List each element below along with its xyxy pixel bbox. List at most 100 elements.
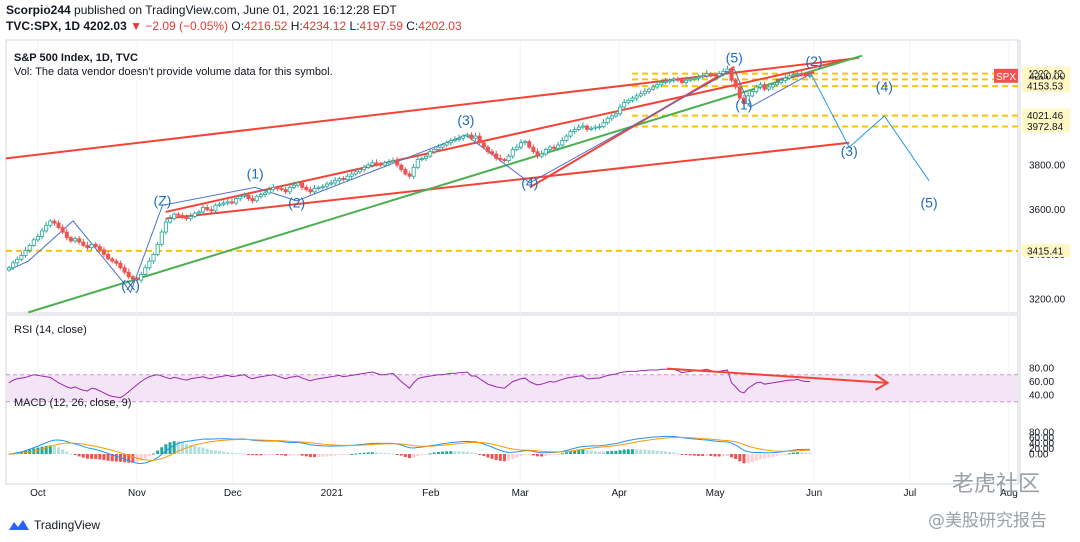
- macd-histogram-bar: [284, 454, 288, 456]
- close-value: 4202.03: [418, 19, 462, 33]
- candle-body: [378, 163, 383, 166]
- candle-body: [308, 189, 313, 193]
- macd-histogram-bar: [758, 454, 762, 460]
- candle-body: [106, 253, 111, 260]
- wave-label: (4): [876, 78, 893, 94]
- macd-tick-label: 40.00: [1029, 438, 1054, 449]
- macd-histogram-bar: [791, 452, 795, 454]
- price-level-tag: [1022, 79, 1070, 93]
- candle-body: [680, 79, 685, 83]
- candle-body: [147, 260, 152, 269]
- candle-body: [651, 86, 656, 90]
- candle-body: [93, 243, 98, 247]
- macd-histogram-bar: [57, 447, 61, 454]
- candle-body: [234, 198, 239, 204]
- macd-histogram-bar: [259, 454, 263, 456]
- candle-body: [130, 276, 135, 280]
- candle-body: [291, 184, 296, 188]
- macd-histogram-bar: [771, 454, 775, 457]
- candle-body: [609, 115, 614, 119]
- tradingview-logo[interactable]: TradingView: [8, 518, 100, 532]
- candle-body: [580, 125, 585, 128]
- candle-body: [754, 86, 759, 92]
- candle-body: [27, 245, 32, 251]
- macd-histogram-bar: [651, 450, 655, 454]
- candle-body: [543, 149, 548, 155]
- candle-body: [502, 159, 507, 162]
- macd-histogram-bar: [742, 454, 746, 464]
- candle-body: [560, 140, 565, 146]
- candle-body: [225, 201, 230, 204]
- candle-body: [304, 186, 309, 191]
- candle-body: [527, 141, 532, 148]
- macd-histogram-bar: [123, 454, 127, 463]
- candle-body: [366, 164, 371, 168]
- author[interactable]: Scorpio244: [6, 3, 71, 17]
- macd-tick-label: 80.00: [1029, 427, 1054, 438]
- candle-body: [659, 82, 664, 86]
- macd-histogram-bar: [787, 453, 791, 455]
- macd-histogram-bar: [321, 454, 325, 457]
- macd-tick-label: 0.00: [1029, 450, 1049, 461]
- candle-body: [300, 182, 305, 188]
- candle-body: [593, 126, 598, 129]
- macd-histogram-bar: [668, 451, 672, 454]
- symbol: TVC:SPX, 1D: [6, 19, 81, 33]
- macd-histogram-bar: [40, 446, 44, 454]
- candle-body: [766, 86, 771, 90]
- macd-histogram-bar: [48, 445, 52, 454]
- symbol-badge-text: SPX: [996, 72, 1016, 83]
- candle-body: [428, 151, 433, 157]
- candle-body: [762, 84, 767, 90]
- candle-body: [97, 246, 102, 251]
- macd-histogram-bar: [808, 452, 812, 454]
- candle-body: [717, 73, 722, 77]
- candle-body: [568, 131, 573, 137]
- macd-histogram-bar: [387, 453, 391, 455]
- macd-histogram-bar: [209, 450, 213, 454]
- candle-body: [638, 93, 643, 97]
- watermark-report: @美股研究报告: [928, 511, 1047, 531]
- candle-body: [750, 91, 755, 97]
- candle-body: [469, 134, 474, 139]
- candle-body: [667, 79, 672, 82]
- macd-histogram-bar: [185, 443, 189, 454]
- candle-body: [477, 135, 482, 144]
- macd-histogram-bar: [457, 451, 461, 454]
- wedge-line: [529, 66, 735, 189]
- rsi-tick-label: 60.00: [1029, 377, 1054, 388]
- candle-body: [320, 185, 325, 188]
- candle-body: [552, 146, 557, 149]
- macd-histogram-bar: [701, 454, 705, 456]
- candle-body: [692, 77, 697, 80]
- macd-histogram-bar: [201, 447, 205, 454]
- candle-body: [642, 91, 647, 95]
- candle-body: [572, 128, 577, 132]
- price-level-label: 3415.41: [1027, 246, 1064, 257]
- macd-histogram-bar: [222, 451, 226, 454]
- macd-histogram-bar: [564, 452, 568, 454]
- candle-body: [390, 160, 395, 163]
- macd-line: [8, 435, 811, 465]
- macd-histogram-bar: [589, 450, 593, 454]
- ohlc-line: TVC:SPX, 1D 4202.03 ▼ −2.09 (−0.05%) O:4…: [6, 19, 462, 33]
- candle-body: [176, 213, 181, 216]
- macd-histogram-bar: [697, 454, 701, 456]
- axes: Oct Nov Dec 2021 Feb Mar Apr May Jun Jul Aug 3200.0…: [30, 66, 1070, 499]
- candle-body: [329, 182, 334, 185]
- macd-histogram-bar: [548, 454, 552, 456]
- candle-body: [803, 74, 808, 77]
- macd-histogram-bar: [172, 441, 176, 454]
- candle-body: [134, 278, 139, 281]
- macd-histogram-bar: [379, 452, 383, 454]
- macd-histogram-bar: [577, 449, 581, 454]
- macd-histogram-bar: [300, 454, 304, 456]
- candle-body: [626, 99, 631, 103]
- symbol-badge: [994, 68, 1018, 83]
- macd-histogram-bar: [602, 451, 606, 454]
- macd-histogram-bar: [226, 452, 230, 454]
- candle-body: [341, 178, 346, 180]
- candle-body: [622, 102, 627, 108]
- macd-histogram-bar: [69, 453, 73, 455]
